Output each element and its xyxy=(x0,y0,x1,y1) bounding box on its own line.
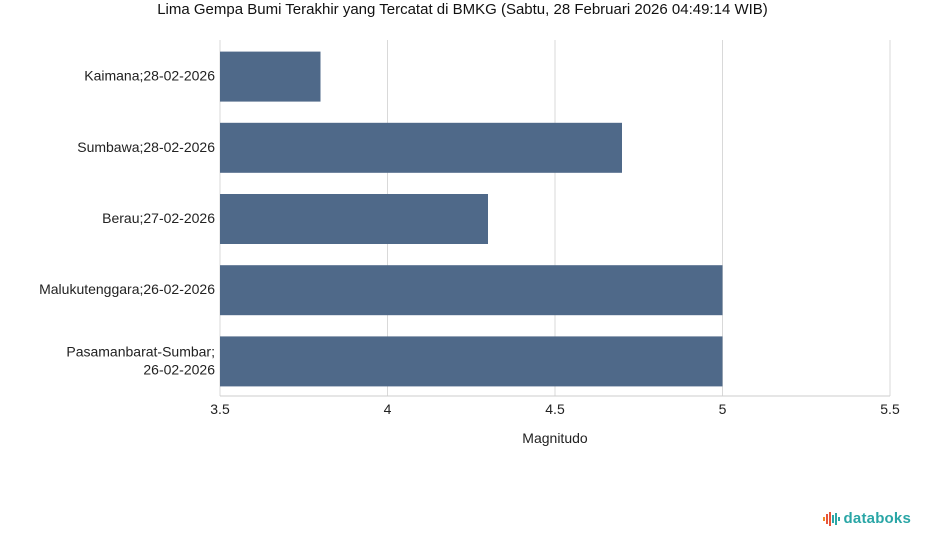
bars xyxy=(220,51,723,387)
bar xyxy=(220,51,321,102)
x-tick-label: 4 xyxy=(384,401,392,417)
x-tick-label: 5 xyxy=(719,401,727,417)
category-labels: Kaimana;28-02-2026 Sumbawa;28-02-2026 Bera… xyxy=(39,68,215,378)
x-tick-label: 3.5 xyxy=(210,401,230,417)
x-tick-label: 4.5 xyxy=(545,401,565,417)
x-tick-labels: 3.5 4 4.5 5 5.5 xyxy=(210,401,900,417)
category-label: Kaimana;28-02-2026 xyxy=(84,68,215,84)
bar xyxy=(220,336,723,387)
databoks-logo-icon xyxy=(822,511,840,526)
category-label: Berau;27-02-2026 xyxy=(102,210,215,226)
chart-title: Lima Gempa Bumi Terakhir yang Tercatat d… xyxy=(157,1,768,18)
bar xyxy=(220,265,723,316)
brand-logo: databoks xyxy=(822,510,911,527)
brand-name: databoks xyxy=(843,510,911,527)
category-label: Pasamanbarat-Sumbar; xyxy=(66,343,215,359)
category-label: 26-02-2026 xyxy=(143,361,215,377)
category-label: Malukutenggara;26-02-2026 xyxy=(39,281,215,297)
category-label: Sumbawa;28-02-2026 xyxy=(77,139,215,155)
x-axis-title: Magnitudo xyxy=(522,430,588,446)
bar xyxy=(220,122,622,173)
bar xyxy=(220,194,488,244)
x-tick-label: 5.5 xyxy=(880,401,900,417)
